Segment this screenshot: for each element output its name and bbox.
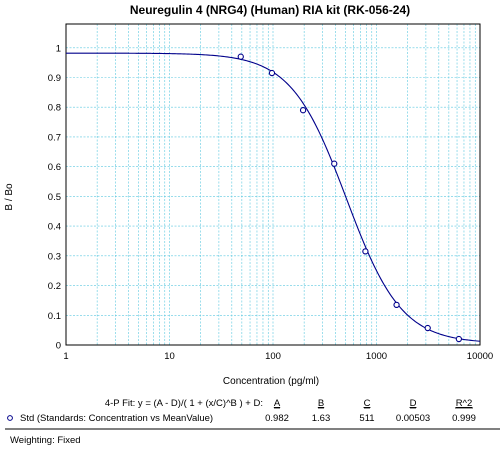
data-point (237, 53, 244, 60)
x-tick-label: 10 (164, 351, 175, 362)
fit-param-value: 511 (359, 413, 374, 424)
x-tick-label: 1 (63, 351, 68, 362)
y-tick-label: 0.6 (48, 162, 61, 173)
y-tick-label: 1 (56, 43, 61, 54)
x-tick-label: 10000 (467, 351, 493, 362)
legend-series-name: Std (Standards: Concentration vs MeanVal… (20, 413, 213, 424)
data-point (362, 248, 369, 255)
data-point (424, 324, 431, 332)
fit-param-header: A (274, 398, 281, 409)
fit-param-header: R^2 (456, 398, 473, 409)
y-tick-label: 0.7 (48, 132, 61, 143)
fit-param-value: 0.999 (452, 413, 476, 424)
fit-table-values: 0.982 1.63 511 0.00503 0.999 (265, 413, 476, 424)
fit-param-value: 0.982 (265, 413, 289, 424)
fit-param-header: B (318, 398, 324, 409)
y-tick-label: 0.3 (48, 251, 61, 262)
fit-param-header: D (410, 398, 417, 409)
fit-table-headers: A B C D R^2 (274, 398, 473, 409)
fit-legend: 4-P Fit: y = (A - D)/( 1 + (x/C)^B ) + D… (5, 398, 500, 446)
fit-param-header: C (364, 398, 371, 409)
data-points (237, 53, 463, 343)
data-point (331, 160, 338, 167)
data-point (268, 69, 276, 77)
y-axis-label: B / Bo (4, 183, 15, 211)
fit-equation: 4-P Fit: y = (A - D)/( 1 + (x/C)^B ) + D… (105, 398, 263, 409)
data-point (393, 301, 400, 309)
data-point (299, 107, 307, 114)
plot-frame (65, 23, 481, 346)
x-axis-label: Concentration (pg/ml) (223, 376, 319, 387)
y-tick-label: 0.5 (48, 192, 61, 203)
chart-title: Neuregulin 4 (NRG4) (Human) RIA kit (RK-… (130, 3, 410, 17)
y-tick-label: 0.8 (48, 103, 61, 114)
x-tick-label: 100 (265, 351, 281, 362)
x-tick-label: 1000 (366, 351, 387, 362)
y-tick-label: 0.1 (48, 311, 61, 322)
y-tick-label: 0.2 (48, 281, 61, 292)
y-tick-label: 0 (56, 341, 61, 352)
weighting-label: Weighting: Fixed (10, 435, 81, 446)
data-point (455, 335, 463, 343)
y-tick-label: 0.4 (48, 222, 61, 233)
fit-param-value: 1.63 (312, 413, 331, 424)
fit-param-value: 0.00503 (396, 413, 430, 424)
legend-marker (7, 415, 13, 421)
axis-ticks: 1 10 100 1000 10000 0 0.1 0.2 0.3 0.4 0.5 0.6 0.7 0.8… (48, 43, 493, 362)
grid (66, 24, 480, 345)
y-tick-label: 0.9 (48, 73, 61, 84)
